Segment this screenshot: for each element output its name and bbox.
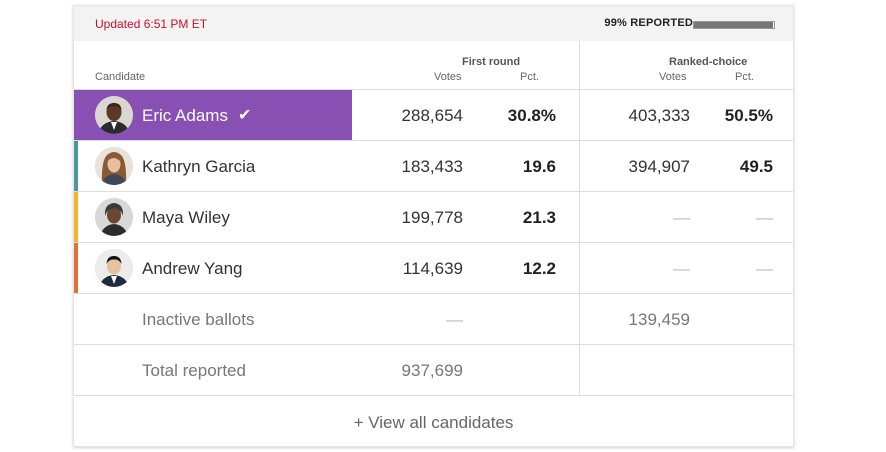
first-round-pct: 12.2	[522, 259, 556, 278]
inactive-ballots-row: Inactive ballots — 139,459	[74, 293, 793, 344]
candidate-row: Maya Wiley 199,778 21.3 — —	[74, 191, 793, 242]
first-round-pct: 30.8%	[507, 106, 556, 125]
votes-column-header: Votes	[434, 71, 462, 83]
view-all-footer[interactable]: + View all candidates	[74, 395, 793, 447]
first-round-votes: 114,639	[402, 259, 463, 278]
first-round-pct: 21.3	[522, 208, 556, 227]
ranked-choice-votes: 394,907	[628, 157, 690, 176]
candidate-row: Eric Adams ✔ 288,654 30.8% 403,333 50.5%	[74, 89, 793, 140]
first-round-votes: 183,433	[401, 157, 463, 176]
candidate-color-bar	[74, 141, 78, 191]
candidate-color-bar	[74, 243, 78, 293]
total-reported-label: Total reported	[142, 361, 246, 380]
total-votes: 937,699	[401, 361, 463, 380]
ranked-choice-votes: 139,459	[628, 310, 690, 329]
first-round-votes: 288,654	[401, 106, 463, 125]
candidate-name: Maya Wiley	[142, 208, 230, 227]
candidate-avatar	[95, 198, 133, 236]
candidate-row: Andrew Yang 114,639 12.2 — —	[74, 242, 793, 293]
rcv-pct-column-header: Pct.	[735, 71, 754, 83]
reporting-progress-bar	[693, 21, 775, 29]
ranked-choice-pct: —	[756, 259, 773, 278]
reporting-progress-fill	[694, 22, 774, 28]
ranked-choice-pct: 49.5	[739, 157, 773, 176]
pct-column-header: Pct.	[520, 71, 539, 83]
inactive-ballots-label: Inactive ballots	[142, 310, 255, 329]
candidate-row: Kathryn Garcia 183,433 19.6 394,907 49.5	[74, 140, 793, 191]
checkmark-icon: ✔	[238, 107, 252, 124]
ranked-choice-votes: 403,333	[628, 106, 690, 125]
candidate-avatar	[95, 249, 133, 287]
ranked-choice-votes: —	[673, 208, 690, 227]
status-bar: Updated 6:51 PM ET 99% REPORTED	[74, 6, 793, 41]
first-round-pct: 19.6	[522, 157, 556, 176]
ranked-choice-pct: 50.5%	[724, 106, 773, 125]
view-all-candidates-link[interactable]: + View all candidates	[353, 413, 514, 432]
candidate-color-bar	[74, 192, 78, 242]
candidate-name: Andrew Yang	[142, 259, 243, 278]
reported-label: 99% REPORTED	[604, 17, 693, 29]
candidate-name: Kathryn Garcia	[142, 157, 256, 176]
first-round-header: First round	[462, 56, 521, 68]
candidate-avatar	[95, 96, 133, 134]
ranked-choice-votes: —	[673, 259, 690, 278]
candidate-column-header: Candidate	[95, 71, 146, 83]
results-card: Updated 6:51 PM ET 99% REPORTED First ro…	[73, 5, 794, 447]
rcv-votes-column-header: Votes	[659, 71, 687, 83]
total-reported-row: Total reported 937,699	[74, 344, 793, 395]
column-divider	[579, 41, 580, 395]
first-round-votes: 199,778	[401, 208, 463, 227]
first-round-votes: —	[446, 310, 463, 329]
candidate-name: Eric Adams	[142, 106, 228, 125]
updated-timestamp: Updated 6:51 PM ET	[95, 17, 208, 31]
ranked-choice-header: Ranked-choice	[669, 56, 748, 68]
candidate-avatar	[95, 147, 133, 185]
ranked-choice-pct: —	[756, 208, 773, 227]
